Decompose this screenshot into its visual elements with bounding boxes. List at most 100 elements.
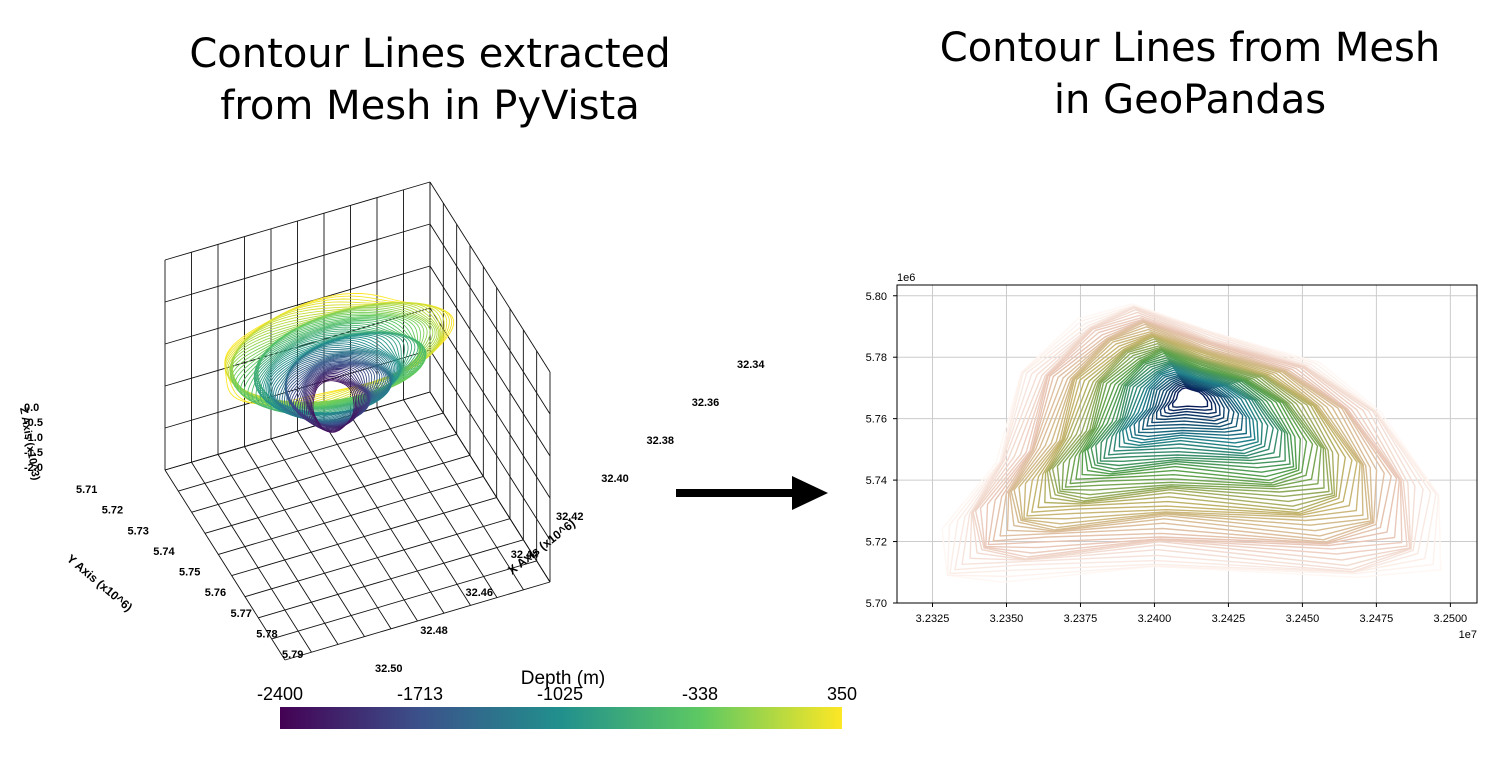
contour-line-2d bbox=[979, 317, 1403, 554]
right-title-line2: in GeoPandas bbox=[1053, 77, 1327, 123]
y-tick-label: 5.74 bbox=[866, 475, 887, 487]
contour-line-2d bbox=[1084, 352, 1297, 478]
colorbar-tick-label: -2400 bbox=[257, 684, 303, 704]
contour-line-2d bbox=[1048, 340, 1333, 503]
contour-line-2d bbox=[1064, 347, 1319, 488]
z-tick-label: -0.5 bbox=[24, 417, 43, 429]
x-offset-label: 1e7 bbox=[1459, 629, 1477, 641]
grid-line-back-wall bbox=[164, 391, 431, 471]
grid-line-floor-y bbox=[258, 539, 524, 619]
geopandas-contour-chart: 3.2325 3.2350 3.2375 3.2400 3.2425 3.2450 3.24… bbox=[866, 272, 1478, 641]
y-tick-label: 5.70 bbox=[866, 598, 887, 610]
2d-contour-lines bbox=[941, 303, 1442, 583]
contour-line-2d bbox=[1081, 351, 1301, 481]
x-tick-label: 32.36 bbox=[692, 397, 720, 409]
contour-line-2d bbox=[999, 320, 1385, 543]
contour-line-2d bbox=[949, 305, 1437, 575]
contour-line-2d bbox=[1113, 364, 1269, 455]
contour-line-2d bbox=[1075, 349, 1308, 484]
grid-line-floor-y bbox=[204, 454, 471, 534]
contour-line-2d bbox=[941, 303, 1442, 583]
contour-line-2d bbox=[1118, 365, 1263, 452]
3d-grid-lines bbox=[164, 181, 551, 661]
grid-line-floor-y bbox=[284, 581, 551, 661]
grid-line-floor-y bbox=[191, 433, 457, 513]
grid-line-floor-x bbox=[376, 407, 498, 598]
contour-line-2d bbox=[1129, 371, 1252, 441]
x-tick-label: 3.2450 bbox=[1286, 613, 1320, 625]
contour-line-3d bbox=[312, 380, 355, 433]
y-tick-label: 5.71 bbox=[76, 484, 97, 496]
grid-line-floor-x bbox=[403, 399, 524, 591]
contour-line-2d bbox=[1125, 369, 1256, 444]
y-offset-label: 1e6 bbox=[897, 272, 915, 284]
contour-line-2d bbox=[1013, 328, 1369, 529]
contour-line-2d bbox=[1031, 334, 1353, 515]
right-title-line1: Contour Lines from Mesh bbox=[939, 25, 1441, 71]
grid-line-floor-x bbox=[297, 430, 418, 622]
y-tick-label: 5.73 bbox=[128, 525, 149, 537]
z-tick-label: -2.0 bbox=[24, 462, 43, 474]
y-tick-label: 5.78 bbox=[866, 352, 887, 364]
grid-line-floor-x bbox=[217, 454, 339, 645]
grid-line-floor-x bbox=[244, 446, 365, 637]
contour-line-2d bbox=[992, 320, 1392, 544]
contour-line-2d bbox=[1163, 383, 1217, 415]
contour-line-2d bbox=[985, 318, 1400, 549]
contour-line-2d bbox=[1061, 346, 1322, 491]
3d-axis-ticks: 32.34 32.36 32.38 32.40 32.42 32.44 32.46 32.48… bbox=[24, 359, 765, 675]
grid-line-floor-y bbox=[178, 412, 444, 492]
contour-line-3d bbox=[277, 349, 392, 421]
x-tick-label: 3.2350 bbox=[990, 613, 1024, 625]
y-tick-label: 5.76 bbox=[205, 587, 226, 599]
grid-line-floor-y bbox=[271, 560, 537, 640]
contour-line-2d bbox=[1146, 377, 1235, 428]
contour-line-2d bbox=[1159, 381, 1221, 418]
contour-line-2d bbox=[1023, 332, 1361, 520]
x-tick-label: 3.2325 bbox=[916, 613, 950, 625]
z-tick-label: -1.0 bbox=[24, 432, 43, 444]
contour-line-3d bbox=[273, 345, 393, 420]
grid-line-right-wall bbox=[429, 181, 551, 373]
contour-line-2d bbox=[1155, 380, 1225, 422]
contour-line-2d bbox=[1010, 326, 1372, 532]
grid-line-floor-x bbox=[164, 469, 286, 661]
y-tick-label: 5.78 bbox=[256, 628, 277, 640]
contour-line-2d bbox=[1069, 348, 1314, 486]
x-tick-label: 3.2475 bbox=[1360, 613, 1394, 625]
left-title-line2: from Mesh in PyVista bbox=[220, 83, 640, 129]
contour-line-2d bbox=[1171, 387, 1209, 408]
colorbar-tick-label: -338 bbox=[682, 684, 718, 704]
contour-line-2d bbox=[1133, 373, 1247, 438]
contour-line-2d bbox=[1167, 385, 1213, 412]
x-tick-label: 32.42 bbox=[556, 511, 584, 523]
y-tick-label: 5.77 bbox=[231, 608, 252, 620]
y-tick-label: 5.74 bbox=[153, 546, 175, 558]
right-chart-title: Contour Lines from Mesh in GeoPandas bbox=[900, 22, 1480, 126]
grid-line-floor-x bbox=[350, 415, 471, 606]
contour-line-2d bbox=[1051, 343, 1330, 500]
y-tick-label: 5.76 bbox=[866, 414, 887, 426]
contour-line-2d bbox=[1090, 357, 1291, 470]
colorbar-tick-label: -1025 bbox=[537, 684, 583, 704]
y-tick-label: 5.80 bbox=[866, 291, 887, 303]
z-tick-label: 0.0 bbox=[24, 402, 39, 414]
contour-line-3d bbox=[275, 347, 393, 420]
contour-line-2d bbox=[1141, 376, 1240, 431]
x-tick-label: 32.44 bbox=[511, 549, 539, 561]
contour-line-2d bbox=[946, 305, 1440, 578]
grid-line-floor-y bbox=[244, 518, 511, 598]
contour-line-3d bbox=[234, 315, 424, 408]
colorbar-tick-label: -1713 bbox=[397, 684, 443, 704]
grid-line-right-wall bbox=[429, 223, 551, 415]
grid-line-floor-x bbox=[191, 461, 312, 653]
contour-line-3d bbox=[237, 316, 425, 408]
x-tick-label: 32.34 bbox=[737, 359, 765, 371]
colorbar-gradient bbox=[280, 707, 842, 729]
contour-line-2d bbox=[1056, 345, 1325, 496]
left-title-line1: Contour Lines extracted bbox=[189, 31, 671, 77]
x-tick-label: 32.46 bbox=[466, 587, 494, 599]
y-tick-label: 5.75 bbox=[179, 567, 200, 579]
pyvista-3d-contour-chart: 32.34 32.36 32.38 32.40 32.42 32.44 32.46 32.48… bbox=[17, 181, 765, 675]
